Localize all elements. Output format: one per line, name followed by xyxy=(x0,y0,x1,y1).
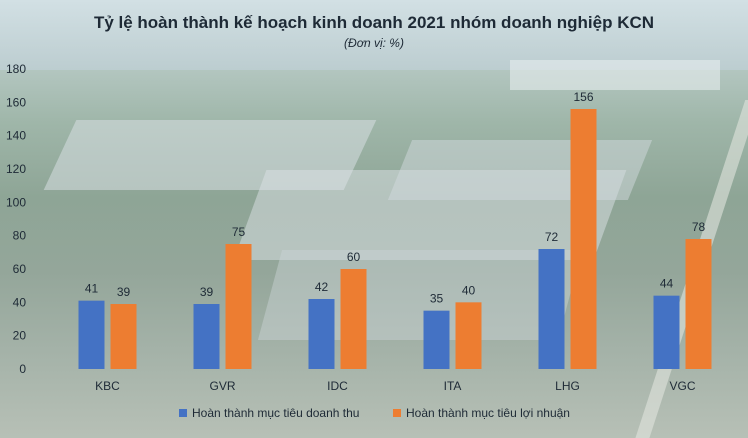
data-label: 40 xyxy=(462,283,476,297)
x-tick-label: ITA xyxy=(444,379,462,393)
background-photo-sky xyxy=(0,0,748,70)
x-tick-label: KBC xyxy=(95,379,120,393)
data-label: 78 xyxy=(692,220,706,234)
x-tick-label: GVR xyxy=(209,379,235,393)
data-label: 39 xyxy=(117,285,131,299)
bar xyxy=(340,269,367,369)
bar xyxy=(225,244,252,369)
data-label: 35 xyxy=(430,292,444,306)
bar xyxy=(685,239,712,369)
y-axis: 0 20 40 60 80 100 120 140 160 180 xyxy=(6,62,26,376)
data-label: 42 xyxy=(315,280,329,294)
x-tick-label: IDC xyxy=(327,379,348,393)
y-tick-label: 160 xyxy=(6,95,26,109)
y-tick-label: 180 xyxy=(6,62,26,76)
data-label: 72 xyxy=(545,230,559,244)
x-tick-label: LHG xyxy=(555,379,580,393)
data-label: 60 xyxy=(347,250,361,264)
bar xyxy=(110,304,137,369)
legend-swatch xyxy=(179,409,187,417)
data-label: 156 xyxy=(573,90,593,104)
bars: 41 39 39 75 42 60 35 40 72 156 44 78 xyxy=(78,90,712,369)
data-label: 44 xyxy=(660,277,674,291)
legend: Hoàn thành mục tiêu doanh thu Hoàn thành … xyxy=(179,406,570,420)
y-tick-label: 120 xyxy=(6,162,26,176)
bar xyxy=(308,299,335,369)
data-label: 39 xyxy=(200,285,214,299)
y-tick-label: 80 xyxy=(13,229,27,243)
background-photo-roof xyxy=(510,60,720,90)
y-tick-label: 0 xyxy=(19,362,26,376)
y-tick-label: 140 xyxy=(6,129,26,143)
y-tick-label: 20 xyxy=(13,329,27,343)
data-label: 41 xyxy=(85,282,99,296)
y-tick-label: 60 xyxy=(13,262,27,276)
chart-title: Tỷ lệ hoàn thành kế hoạch kinh doanh 202… xyxy=(94,13,654,32)
bar xyxy=(78,300,105,369)
bar xyxy=(193,304,220,369)
chart-subtitle: (Đơn vị: %) xyxy=(344,36,404,50)
x-axis: KBC GVR IDC ITA LHG VGC xyxy=(95,379,696,393)
bar xyxy=(423,310,450,369)
bar xyxy=(653,295,680,369)
bar xyxy=(455,302,482,369)
x-tick-label: VGC xyxy=(669,379,695,393)
legend-swatch xyxy=(393,409,401,417)
y-tick-label: 100 xyxy=(6,195,26,209)
legend-label: Hoàn thành mục tiêu doanh thu xyxy=(192,406,359,420)
legend-label: Hoàn thành mục tiêu lợi nhuận xyxy=(406,406,570,420)
bar xyxy=(538,249,565,369)
data-label: 75 xyxy=(232,225,246,239)
bar xyxy=(570,109,597,369)
y-tick-label: 40 xyxy=(13,295,27,309)
